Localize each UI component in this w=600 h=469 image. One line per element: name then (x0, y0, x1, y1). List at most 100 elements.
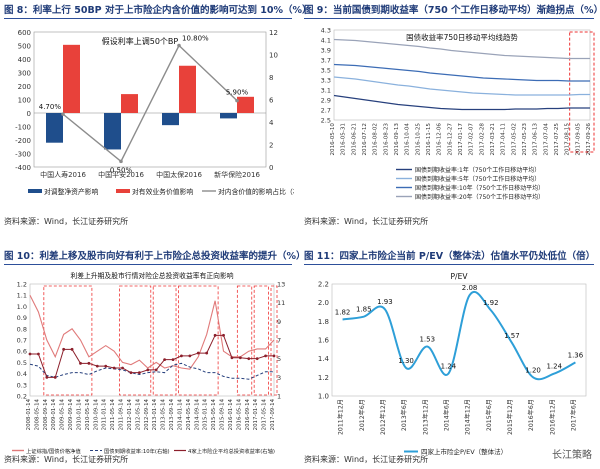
fig11-point-label: 1.24 (441, 363, 457, 371)
fig10-ytick-right: 3 (277, 374, 281, 382)
fig10-return-marker (213, 333, 217, 337)
fig8-legend-label-inforce: 对有效业务价值影响 (132, 187, 193, 196)
fig10-title-rule (4, 264, 292, 265)
fig10-period-box (43, 285, 93, 396)
fig11-xtick: 2011年12月 (337, 399, 345, 435)
fig10-ytick-left: 1.0 (17, 303, 27, 311)
fig11-xtick: 2013年12月 (421, 399, 429, 435)
fig11-point-label: 1.93 (377, 298, 393, 306)
fig11-xtick: 2012年12月 (379, 399, 387, 435)
fig8-ytick-left: 600 (18, 29, 31, 37)
fig11-chart: P/EV 1.0 1.2 1.4 1.6 1.8 2.0 2.2 1.82 1.85 1.93 1.3… (318, 272, 587, 456)
fig10-return-marker (247, 357, 251, 361)
fig9-xtick: 2016-10-25 (415, 123, 421, 156)
fig8-bar-inforce-value (121, 94, 138, 113)
fig11-xtick: 2015年12月 (506, 399, 514, 435)
fig11-title-rule (304, 264, 594, 265)
fig10-xtick: 2015-09-14 (220, 398, 226, 430)
fig8-ytick-right: 6 (269, 97, 274, 105)
fig8-bar-inforce-value (63, 44, 80, 114)
fig10-ytick-right: 7 (277, 337, 281, 345)
fig10-ytick-left: 1.2 (17, 281, 27, 289)
fig11-point-label: 1.24 (546, 363, 562, 371)
fig9-ytick: 3.3 (321, 77, 331, 85)
fig10-xtick: 2017-09-14 (270, 398, 276, 430)
fig10-return-marker (137, 371, 141, 375)
fig11-ytick: 1.4 (318, 355, 330, 363)
fig8-ytick-right: 0 (269, 164, 273, 172)
fig11-point-label: 1.20 (525, 366, 541, 374)
fig8-ytick-right: 12 (269, 29, 278, 37)
fig11-ytick: 1.0 (318, 393, 329, 401)
fig8-legend-label-share: 对内含价值的影响占比（右轴） (218, 187, 294, 196)
fig10-xtick: 2014-09-14 (194, 398, 200, 430)
fig10-ytick-left: 0.4 (17, 370, 27, 378)
fig10-period-box (178, 285, 219, 396)
fig8-legend-swatch-inforce (116, 189, 130, 193)
fig8-bar-adj-net-assets (162, 113, 179, 126)
fig8-bar-adj-net-assets (104, 113, 121, 150)
fig9-ytick: 2.7 (321, 107, 331, 115)
fig10-xtick: 2017-05-14 (262, 398, 268, 430)
fig10-return-marker (37, 352, 40, 356)
fig10-xtick: 2016-01-14 (228, 398, 234, 430)
fig10-panel: 图 10：利差上移及股市向好有利于上市险企总投资收益率的提升（%） 利差上升期及… (4, 248, 306, 468)
fig9-legend-label: 国债到期收益率:10年（750个工作日移动平均） (415, 184, 544, 192)
fig10-return-marker (163, 358, 167, 361)
fig9-xtick: 2017-09-26 (586, 123, 592, 156)
fig10-legend-label-index: 上证综指/国债价格净值 (26, 447, 81, 455)
fig9-highlight-box (569, 31, 595, 153)
fig8-ytick-right: 2 (269, 142, 273, 150)
fig10-line-index-ratio (29, 294, 275, 370)
fig10-ytick-left: 1.1 (17, 292, 27, 300)
fig10-ytick-left: 0.6 (17, 348, 27, 356)
fig8-point-label: 5.90% (226, 89, 249, 97)
fig8-legend-swatch-adj (28, 189, 42, 193)
watermark: 长江策略 (552, 450, 592, 461)
fig9-xtick: 2016-08-23 (383, 123, 389, 156)
fig8-ytick-left: 500 (18, 43, 31, 51)
fig10-ytick-left: 0.3 (17, 381, 27, 389)
fig10-legend-label-yield: 国债到期收益率:10年(右轴) (104, 447, 170, 455)
fig8-ev-share-point (177, 43, 181, 48)
fig9-xtick: 2016-09-13 (394, 123, 400, 156)
fig9-panel: 图 9：当前国债到期收益率（750 个工作日移动平均）渐趋拐点（%） 2.5 2.… (304, 2, 600, 232)
fig8-ytick-left: 400 (18, 56, 31, 64)
fig11-point-label: 2.08 (462, 284, 478, 292)
fig10-return-marker (272, 354, 276, 358)
fig9-chart: 2.5 2.7 2.9 3.1 3.3 3.5 3.7 3.9 4.1 4.3 国债收益率750日移… (321, 27, 595, 201)
fig8-bar-inforce-value (179, 65, 196, 113)
fig8-point-label: 0.50% (110, 166, 133, 174)
fig8-bar-adj-net-assets (46, 113, 63, 143)
fig10-xtick: 2011-05-14 (110, 398, 116, 430)
fig10-return-marker (230, 356, 234, 360)
fig11-xtick: 2017年6月 (569, 399, 577, 431)
fig8-ytick-left: 0 (27, 110, 31, 118)
fig10-xtick: 2015-01-14 (203, 398, 209, 430)
fig9-xtick: 2016-06-21 (351, 123, 357, 156)
fig10-return-marker (129, 371, 133, 375)
fig10-chart-title: 利差上升期及股市行情对险企总投资收益率有正向影响 (70, 271, 233, 280)
fig11-point-label: 1.85 (356, 306, 372, 314)
fig10-title: 图 10：利差上移及股市向好有利于上市险企总投资收益率的提升（%） (4, 251, 306, 262)
fig10-period-box (119, 285, 152, 396)
fig9-xtick: 2017-01-17 (458, 123, 464, 156)
fig9-legend-label: 国债到期收益率:20年（750个工作日移动平均） (415, 193, 544, 201)
fig9-legend-label: 国债到期收益率:1年（750个工作日移动平均） (415, 166, 540, 174)
fig11-point-label: 1.36 (568, 351, 584, 359)
fig9-ytick: 3.9 (321, 47, 331, 55)
fig10-xtick: 2010-01-14 (76, 398, 82, 430)
fig10-return-marker (121, 366, 124, 370)
fig10-line-10y-yield (29, 362, 274, 380)
fig9-ytick: 2.9 (321, 97, 331, 105)
fig8-chart-title: 假设利率上调50个BP (102, 36, 179, 46)
fig10-return-marker (62, 347, 66, 351)
fig10-xtick: 2017-01-14 (253, 398, 259, 430)
fig9-xtick: 2016-07-12 (362, 123, 368, 156)
fig8-bar-inforce-value (237, 96, 254, 113)
fig9-title: 图 9：当前国债到期收益率（750 个工作日移动平均）渐趋拐点（%） (304, 5, 600, 16)
fig8-ytick-right: 8 (269, 74, 273, 82)
fig9-chart-title: 国债收益率750日移动平均线趋势 (406, 32, 518, 42)
fig8-ytick-left: -400 (15, 164, 31, 172)
fig10-ytick-left: 0.9 (17, 314, 27, 322)
